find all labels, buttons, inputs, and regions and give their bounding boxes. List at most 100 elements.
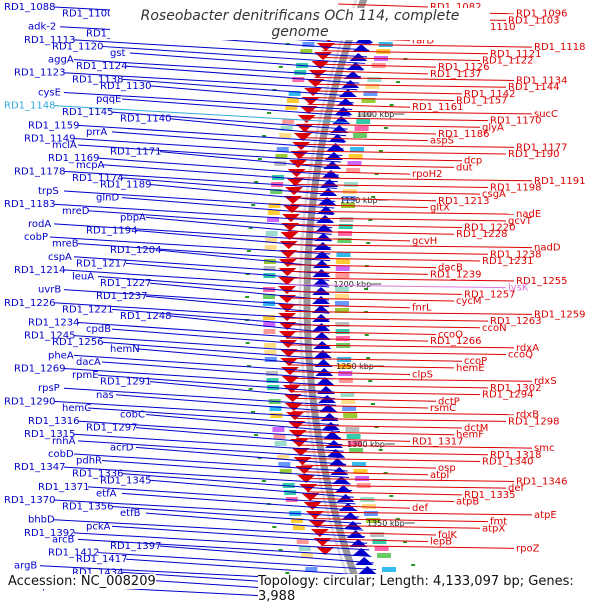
gene-leader-line-left (97, 552, 377, 571)
gene-label-left: adk-2 (28, 22, 56, 33)
reverse-gene-arrow (280, 232, 299, 240)
gene-leader-line-right (314, 77, 515, 82)
gene-label-right: csgA (482, 189, 506, 200)
gene-leader-line-right (303, 123, 481, 128)
feature-block (285, 105, 298, 110)
gene-label-right: ccoN (482, 323, 507, 334)
forward-gene-arrow (315, 224, 334, 232)
feature-block (357, 112, 372, 117)
gene-leader-line-right (290, 203, 429, 208)
ruler-tick-label: 1350 kbp (367, 519, 405, 528)
feature-block (363, 91, 378, 96)
gene-label-left: rodA (28, 219, 51, 230)
gene-label-right: sucC (534, 109, 558, 120)
backbone-ring-inner (298, 0, 358, 600)
feature-block (335, 322, 350, 327)
forward-gene-arrow (313, 242, 332, 250)
feature-block (338, 224, 353, 229)
feature-block (346, 434, 361, 439)
gene-leader-line-right (294, 424, 463, 429)
feature-block (275, 154, 288, 159)
gene-leader-line-left (101, 341, 332, 360)
feature-block (351, 462, 366, 467)
gene-leader-line-right (319, 538, 429, 543)
gene-leader-line-left (53, 203, 333, 222)
gene-leader-line-right (292, 411, 515, 416)
track-tick (245, 296, 250, 298)
gene-label-left: mreB (52, 239, 79, 250)
feature-block (356, 483, 371, 488)
gene-leader-line-right (291, 404, 429, 409)
feature-block (341, 399, 356, 404)
gene-leader-line-right (296, 157, 463, 162)
forward-gene-arrow (313, 251, 332, 259)
feature-block (274, 161, 287, 166)
gene-leader-line-right (294, 170, 411, 175)
gene-leader-line-left (121, 492, 358, 511)
track-tick (364, 334, 369, 336)
gene-leader-line-right (286, 351, 507, 356)
track-tick (285, 572, 290, 574)
gene-label-left: prrA (86, 127, 107, 138)
gene-leader-line-left (101, 164, 338, 183)
gene-leader-line-left (77, 538, 372, 557)
track-tick (246, 250, 251, 252)
gene-label-right: RD1_1157 (456, 96, 507, 107)
gene-label-left: rpmE (72, 370, 99, 381)
track-tick (374, 173, 379, 175)
track-tick (395, 518, 400, 520)
gene-leader-line-left (53, 519, 366, 538)
gene-leader-line-right (321, 544, 515, 549)
gene-label-left: arcB (52, 534, 75, 545)
gene-leader-line-left (53, 105, 350, 124)
feature-block (270, 413, 283, 418)
reverse-gene-arrow (316, 547, 335, 555)
track-tick (411, 564, 416, 566)
gene-label-right: dctP (438, 396, 460, 407)
gene-label-left: rnhA (52, 436, 76, 447)
gene-leader-line-right (312, 83, 507, 88)
feature-block (263, 322, 276, 327)
feature-block (348, 154, 363, 159)
feature-block (350, 147, 365, 152)
feature-block (268, 203, 281, 208)
forward-gene-arrow (358, 566, 377, 574)
gene-leader-line-left (149, 183, 336, 202)
reverse-gene-arrow (288, 430, 307, 438)
gene-label-left: RD1_1347 (14, 462, 65, 473)
feature-block (338, 378, 353, 383)
gene-leader-line-right (293, 417, 507, 422)
gene-leader-line-left (97, 275, 330, 294)
gene-label-left: glnD (96, 193, 119, 204)
gene-leader-line-left (73, 354, 333, 373)
forward-gene-arrow (343, 521, 362, 529)
gene-leader-line-right (285, 324, 481, 329)
gene-label-right: nadE (516, 209, 541, 220)
feature-block (286, 98, 299, 103)
gene-label-left: RD1_1159 (28, 120, 79, 131)
gene-leader-line-right (299, 457, 481, 462)
track-tick (383, 127, 388, 129)
gene-leader-line-left (169, 315, 330, 334)
reverse-gene-arrow (278, 268, 297, 276)
forward-gene-arrow (352, 548, 371, 556)
reverse-gene-arrow (284, 403, 303, 411)
gene-leader-line-right (284, 297, 455, 302)
gene-label-left: RD1_1245 (24, 331, 75, 342)
gene-label-right: RD1_1255 (516, 276, 567, 287)
gene-label-left: RD1_1417 (76, 554, 127, 565)
track-tick (383, 472, 388, 474)
gene-label-left: RD1_1227 (100, 278, 151, 289)
gene-label-left: RD1_1221 (62, 304, 113, 315)
gene-leader-line-left (53, 223, 332, 242)
reverse-gene-arrow (279, 349, 298, 357)
gene-label-left: mreD (62, 206, 90, 217)
reverse-gene-arrow (299, 484, 318, 492)
gene-leader-line-right (285, 270, 429, 275)
feature-block (265, 238, 278, 243)
gene-label-right: atpE (534, 510, 557, 521)
gene-leader-line-right (310, 504, 411, 509)
feature-block (342, 406, 357, 411)
gene-label-left: RD1_1434 (72, 567, 123, 578)
gene-label-right: RD1_1228 (456, 229, 507, 240)
